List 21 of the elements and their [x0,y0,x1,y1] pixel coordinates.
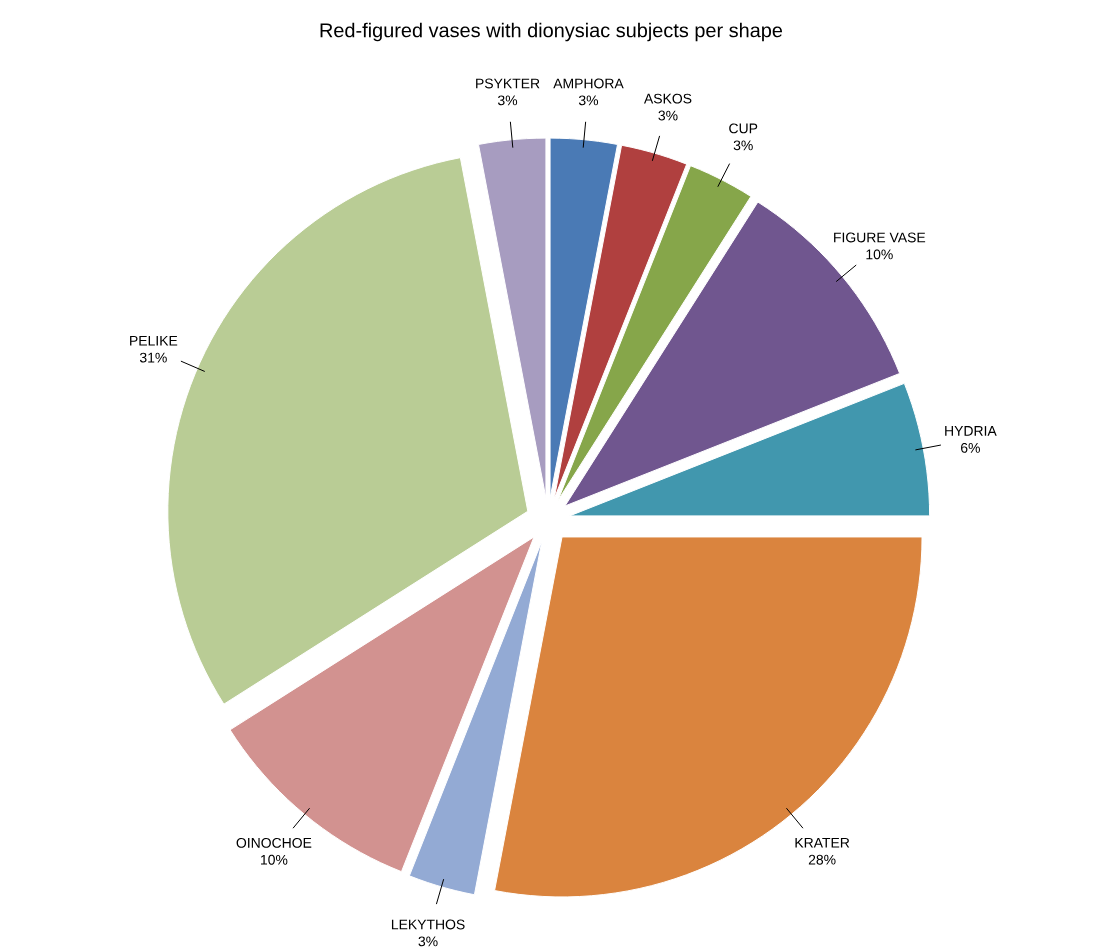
data-label: 31% [139,352,167,363]
slice-label: FIGURE VASE [834,232,926,243]
slice-label: HYDRIA [945,426,997,436]
data-label: 10% [261,855,288,865]
slice-label: KRATER [795,838,850,848]
data-label: 3% [497,95,518,106]
slice-label: PSYKTER [476,78,540,89]
data-label: 6% [961,443,980,453]
data-label: 3% [733,140,753,151]
chart-title: Red-figured vases with dionysiac subjects per shape [320,22,783,42]
data-label: 28% [808,854,836,865]
slice-label: LEKYTHOS [391,919,465,930]
slice-label: AMPHORA [553,78,624,89]
slice-label: OINOCHOE [236,838,312,848]
data-label: 3% [658,110,678,121]
data-label: 10% [866,249,893,260]
slice-label: ASKOS [643,93,692,104]
slice-label: PELIKE [130,336,178,346]
data-label: 3% [418,936,438,947]
slice-label: CUP [729,123,758,134]
data-label: 3% [578,95,599,106]
